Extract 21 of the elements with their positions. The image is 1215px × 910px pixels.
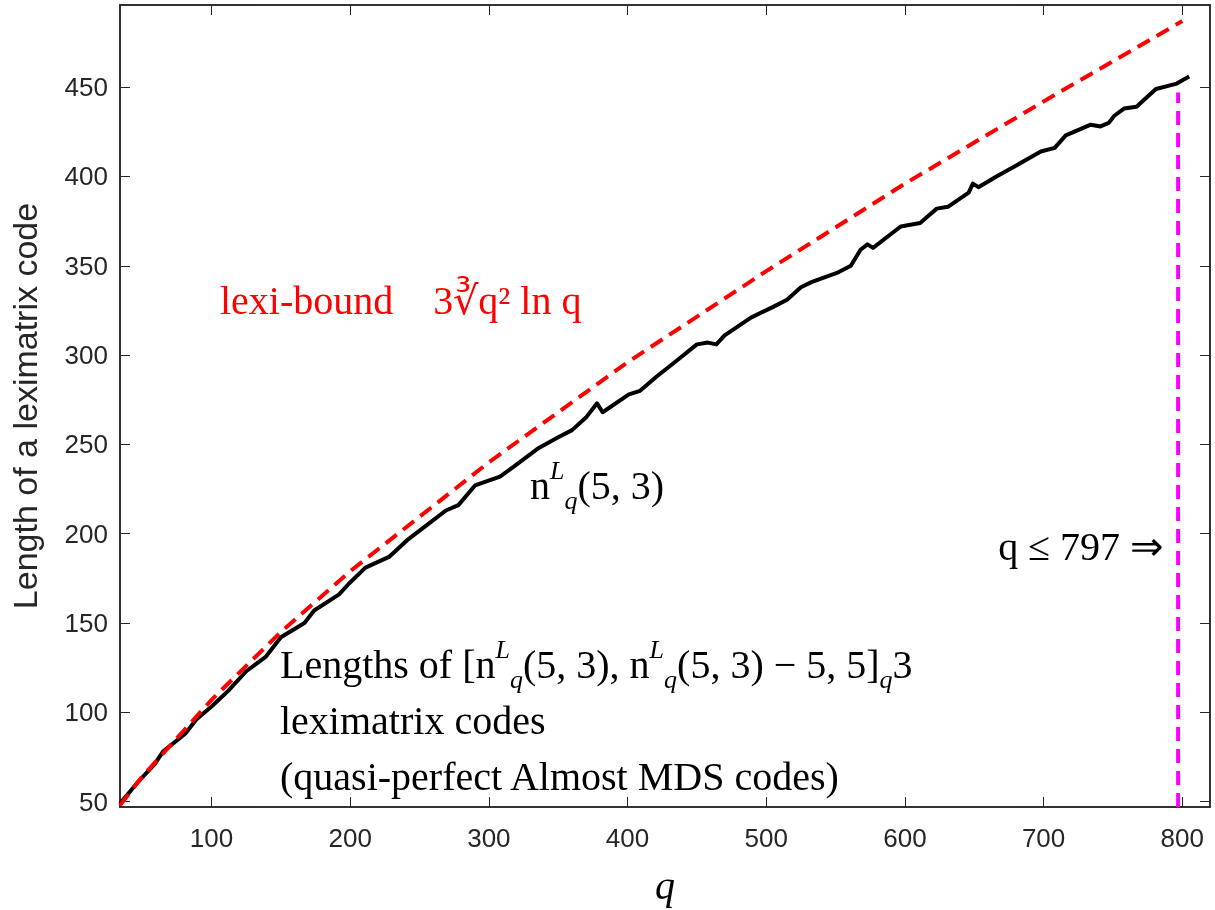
x-tick-label: 700 (1021, 823, 1066, 853)
x-axis-title: q (655, 862, 675, 908)
y-tick-label: 100 (64, 697, 108, 728)
x-tick-label: 500 (744, 823, 788, 853)
x-tick-label: 800 (1160, 823, 1204, 853)
y-tick-label: 150 (64, 608, 108, 639)
y-axis-title: Length of a leximatrix code (6, 202, 44, 610)
y-tick-label: 350 (64, 250, 108, 281)
annotation: q ≤ 797 ⇒ (998, 523, 1165, 569)
y-tick-label: 450 (64, 72, 108, 103)
y-tick-label: 250 (64, 429, 108, 460)
annotation: lexi-bound 3∛q² ln q (220, 275, 582, 323)
y-tick-label: 400 (64, 161, 108, 192)
x-tick-label: 300 (467, 823, 511, 853)
y-tick-label: 50 (79, 786, 108, 817)
x-tick-label: 100 (189, 823, 234, 853)
x-tick-label: 400 (605, 823, 650, 853)
x-tick-label: 200 (328, 823, 372, 853)
x-tick-label: 600 (883, 823, 927, 853)
y-tick-label: 300 (64, 340, 108, 371)
y-tick-label: 200 (64, 518, 108, 549)
